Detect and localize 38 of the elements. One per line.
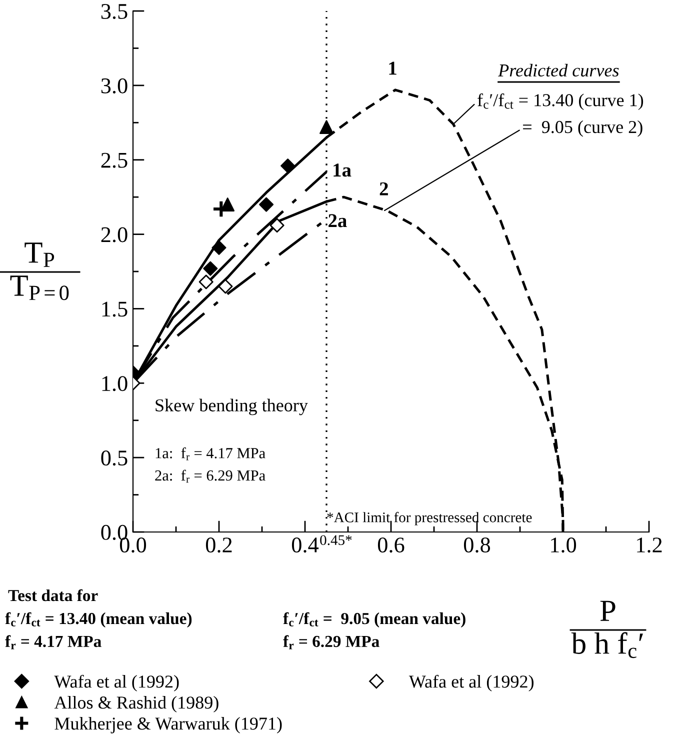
legend-label: Wafa et al (1992) bbox=[54, 674, 179, 692]
text: f$_{c}$′/f$_{ct}$ = 13.40 (mean value) bbox=[5, 612, 192, 628]
x-axis-title: P b h f$_{c}$′ bbox=[571, 600, 643, 658]
x-tick-label: 0.8 bbox=[464, 538, 490, 553]
x-tick-label: 0.6 bbox=[378, 538, 404, 553]
y-tick-label: 3.0 bbox=[101, 78, 128, 94]
annotation: Skew bending theory bbox=[156, 398, 308, 416]
x-tick-label: 0.0 bbox=[120, 538, 146, 553]
annotation: Predicted curves bbox=[498, 64, 619, 77]
text: f$_{c}$′/f$_{ct}$ = 9.05 (mean value) bbox=[283, 612, 466, 628]
text: Test data for bbox=[8, 589, 98, 602]
annotation: 2a: f$_{r}$ = 6.29 MPa bbox=[155, 470, 266, 483]
legend-label: Mukherjee & Warwaruk (1971) bbox=[54, 717, 282, 734]
y-tick-label: 3.5 bbox=[101, 4, 128, 20]
annotation: = 9.05 (curve 2) bbox=[523, 120, 642, 137]
series-label: 2 bbox=[380, 182, 388, 196]
annotation: 1a: f$_{r}$ = 4.17 MPa bbox=[156, 447, 266, 460]
y-tick-label: 1.0 bbox=[102, 376, 128, 392]
y-axis-title: T$_{P}$ T$_{P=0}$ bbox=[10, 242, 69, 300]
x-tick-label: 1.0 bbox=[551, 538, 576, 553]
x-tick-label: 0.2 bbox=[206, 538, 232, 553]
annotation: f$_{c}$′/f$_{ct}$ = 13.40 (curve 1) bbox=[478, 93, 644, 110]
legend-label: Allos & Rashid (1989) bbox=[54, 696, 218, 712]
ref-line-label: *ACI limit for prestressed concrete bbox=[327, 512, 532, 526]
x-tick-label: 1.2 bbox=[637, 538, 662, 553]
text: f$_{r}$ = 4.17 MPa bbox=[5, 635, 102, 650]
y-tick-label: 2.5 bbox=[101, 152, 128, 168]
annotation: 0.45* bbox=[320, 535, 352, 546]
series-label: 1 bbox=[389, 62, 396, 75]
text: f$_{r}$ = 6.29 MPa bbox=[283, 635, 380, 650]
x-tick-label: 0.4 bbox=[292, 538, 319, 553]
series-label: 1a bbox=[334, 164, 352, 177]
y-tick-label: 0.0 bbox=[101, 524, 128, 540]
y-tick-label: 1.5 bbox=[102, 302, 128, 317]
y-tick-label: 2.0 bbox=[101, 227, 128, 242]
y-tick-label: 0.5 bbox=[101, 450, 128, 466]
series-label: 2a bbox=[328, 214, 347, 228]
legend-label: Wafa et al (1992) bbox=[408, 674, 534, 692]
